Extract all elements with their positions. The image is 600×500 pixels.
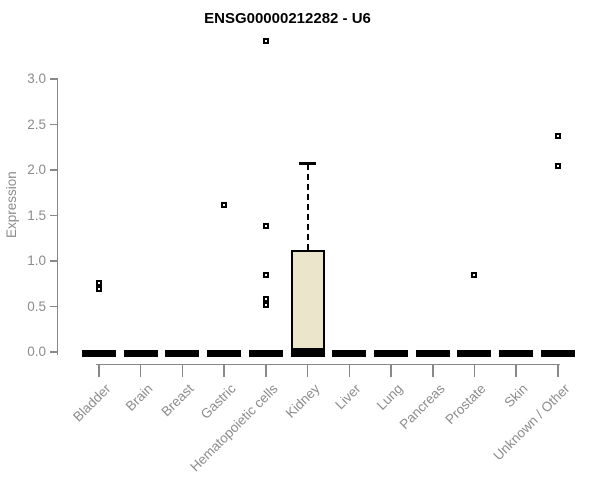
box (290, 250, 325, 351)
y-tick (49, 305, 57, 308)
outlier-point (262, 37, 269, 44)
outlier-point (262, 296, 269, 303)
y-tick (49, 169, 57, 171)
median-bar (457, 350, 492, 357)
y-tick-label: 3.0 (27, 71, 46, 86)
median-bar (415, 350, 450, 357)
median-bar (248, 350, 283, 357)
whisker-cap (299, 162, 317, 166)
outlier-point (554, 163, 561, 170)
y-tick (49, 351, 57, 353)
x-tick (390, 365, 392, 377)
outlier-point (96, 286, 102, 293)
median-bar (499, 350, 534, 357)
median-bar (123, 350, 158, 357)
y-tick (49, 78, 57, 80)
median-bar (165, 350, 200, 357)
y-tick-label: 1.0 (27, 253, 46, 268)
x-tick (181, 365, 184, 377)
outlier-point (262, 223, 269, 230)
x-tick (306, 365, 309, 377)
outlier-point (221, 201, 228, 208)
x-tick (432, 365, 434, 377)
x-axis-line (96, 363, 560, 365)
x-tick (515, 365, 517, 377)
outlier-point (262, 271, 269, 278)
x-tick (557, 365, 559, 377)
outlier-point (554, 133, 561, 140)
median-bar (290, 350, 325, 357)
chart-title: ENSG00000212282 - U6 (204, 10, 371, 27)
y-axis-line (56, 77, 58, 355)
median-bar (332, 350, 367, 357)
y-tick-label: 0.5 (27, 298, 46, 314)
y-tick-label: 0.0 (27, 344, 46, 359)
y-tick-label: 1.5 (27, 207, 46, 223)
median-bar (540, 350, 575, 357)
outlier-point (262, 301, 269, 308)
y-tick-label: 2.0 (27, 162, 46, 177)
outlier-point (96, 279, 102, 286)
whisker-dashed (306, 163, 309, 251)
outlier-point (471, 271, 478, 278)
x-tick (473, 365, 476, 377)
x-tick (348, 365, 351, 377)
y-tick (49, 123, 57, 126)
y-tick (49, 214, 57, 217)
y-tick-label: 2.5 (27, 116, 46, 132)
median-bar (207, 350, 242, 357)
y-tick (49, 260, 57, 262)
x-tick (139, 365, 142, 377)
x-tick (265, 365, 267, 377)
x-tick (223, 365, 225, 377)
median-bar (374, 350, 409, 357)
median-bar (82, 350, 116, 357)
x-tick (98, 365, 100, 377)
